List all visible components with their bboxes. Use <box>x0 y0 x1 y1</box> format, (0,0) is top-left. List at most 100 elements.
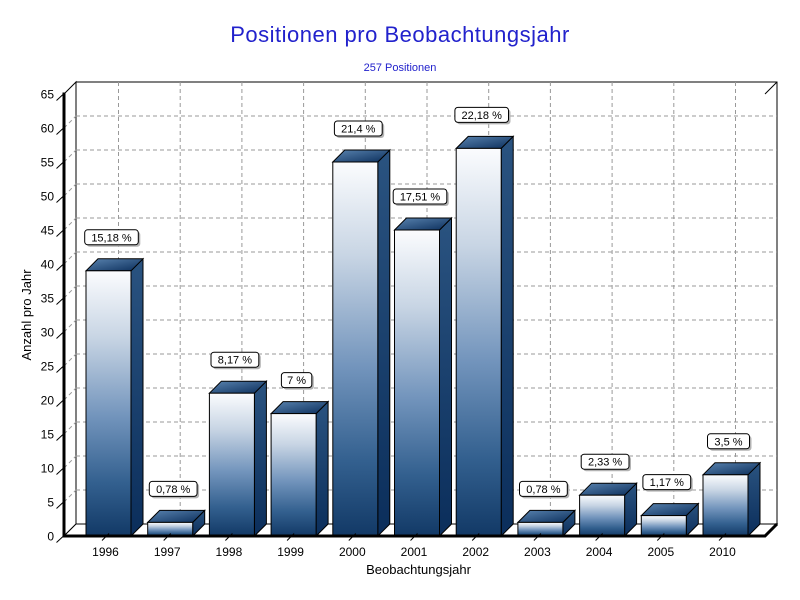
percent-label-2010: 3,5 % <box>707 433 752 451</box>
percent-label-text: 15,18 % <box>91 232 132 244</box>
percent-label-2004: 2,33 % <box>580 453 631 472</box>
top-right-corner-edge <box>764 81 778 95</box>
h-gridline-wall-mark <box>63 217 77 231</box>
chart-subtitle: 257 Positionen <box>363 62 437 74</box>
y-tick-label: 25 <box>41 360 55 374</box>
bar-side-face <box>500 135 514 538</box>
bar-2004 <box>578 481 638 538</box>
percent-label-text: 22,18 % <box>462 110 503 122</box>
bar-front-face <box>208 392 255 537</box>
h-gridline-wall-mark <box>63 421 77 435</box>
percent-label-1998: 8,17 % <box>210 351 261 370</box>
y-tick-label: 65 <box>41 88 55 102</box>
bar-side-face <box>377 148 391 538</box>
bar-1996 <box>84 257 145 538</box>
bar-1997 <box>146 509 206 538</box>
percent-label-1997: 0,78 % <box>148 480 200 499</box>
x-tick <box>533 533 542 541</box>
bar-2002 <box>454 135 515 538</box>
y-tick <box>56 535 64 543</box>
x-tick-label: 2005 <box>647 545 674 559</box>
y-tick-label: 15 <box>41 428 55 442</box>
y-tick <box>56 365 64 373</box>
bar-front-face <box>455 147 502 537</box>
x-tick <box>410 533 418 541</box>
x-tick-label: 2010 <box>709 545 736 559</box>
y-tick <box>56 501 64 509</box>
percent-label-text: 8,17 % <box>218 355 252 367</box>
percent-label-text: 17,51 % <box>400 192 441 204</box>
x-tick <box>101 533 110 541</box>
h-gridline-wall-mark <box>63 115 77 129</box>
bar-side-face <box>253 379 267 538</box>
percent-label-text: 21,4 % <box>341 124 375 136</box>
h-gridline-wall-mark <box>63 455 77 469</box>
x-tick <box>656 533 665 541</box>
percent-label-text: 0,78 % <box>156 484 190 496</box>
percent-label-box <box>148 480 198 497</box>
x-tick <box>718 533 727 541</box>
y-tick-label: 30 <box>41 326 55 340</box>
y-tick <box>56 433 64 441</box>
y-tick <box>56 331 64 339</box>
y-tick-label: 10 <box>41 462 55 476</box>
y-tick-label: 40 <box>41 258 55 272</box>
x-tick <box>471 533 480 541</box>
percent-label-text: 3,5 % <box>714 436 742 448</box>
chart-title: Positionen pro Beobachtungsjahr <box>230 22 570 47</box>
x-tick <box>286 533 295 541</box>
y-tick <box>56 161 64 169</box>
bar-1999 <box>269 400 330 538</box>
y-tick-label: 35 <box>41 292 55 306</box>
bar-front-face <box>640 515 687 537</box>
x-tick-label: 2003 <box>524 545 551 559</box>
bar-2001 <box>393 216 453 538</box>
bar-front-face <box>702 474 749 537</box>
x-tick-label: 2004 <box>586 545 613 559</box>
bar-2005 <box>640 502 700 538</box>
bar-2010 <box>701 461 762 538</box>
bar-front-face <box>270 413 317 537</box>
y-tick <box>56 127 64 135</box>
y-tick <box>56 93 64 101</box>
h-gridline-wall-mark <box>63 251 77 265</box>
y-tick <box>56 195 64 203</box>
bar-front-face <box>85 270 132 537</box>
h-gridline-wall-mark <box>63 489 77 503</box>
percent-label-box <box>519 480 568 497</box>
y-tick-label: 45 <box>41 224 55 238</box>
left-wall <box>63 80 77 538</box>
bar-side-face <box>747 461 761 538</box>
bar-front-face <box>394 229 440 537</box>
y-tick-label: 50 <box>41 190 55 204</box>
bar-1998 <box>208 379 268 538</box>
percent-label-box <box>454 106 509 123</box>
h-gridline-wall-mark <box>63 149 77 163</box>
percent-label-box <box>642 474 692 491</box>
x-tick <box>348 533 357 541</box>
x-tick-label: 1999 <box>277 545 304 559</box>
bar-front-face <box>579 494 626 537</box>
h-gridline-wall-mark <box>63 387 77 401</box>
percent-label-text: 7 % <box>287 375 306 387</box>
x-tick <box>225 533 233 541</box>
y-tick-label: 5 <box>47 496 54 510</box>
y-tick-label: 60 <box>41 122 55 136</box>
h-gridline-wall-mark <box>63 285 77 299</box>
x-tick <box>595 533 603 541</box>
y-tick-label: 0 <box>47 530 54 544</box>
bar-2000 <box>331 148 392 538</box>
bar-2003 <box>516 509 577 538</box>
y-tick <box>56 297 64 305</box>
y-tick-label: 20 <box>41 394 55 408</box>
h-gridline-wall-mark <box>63 319 77 333</box>
percent-label-box <box>84 229 139 246</box>
percent-label-box <box>392 188 448 205</box>
percent-label-box <box>210 351 260 368</box>
y-axis-title: Anzahl pro Jahr <box>19 269 34 361</box>
x-tick <box>163 533 172 541</box>
percent-label-2000: 21,4 % <box>333 120 385 138</box>
percent-label-box <box>707 433 750 450</box>
h-gridline-wall-mark <box>63 353 77 367</box>
percent-label-1999: 7 % <box>280 372 314 390</box>
